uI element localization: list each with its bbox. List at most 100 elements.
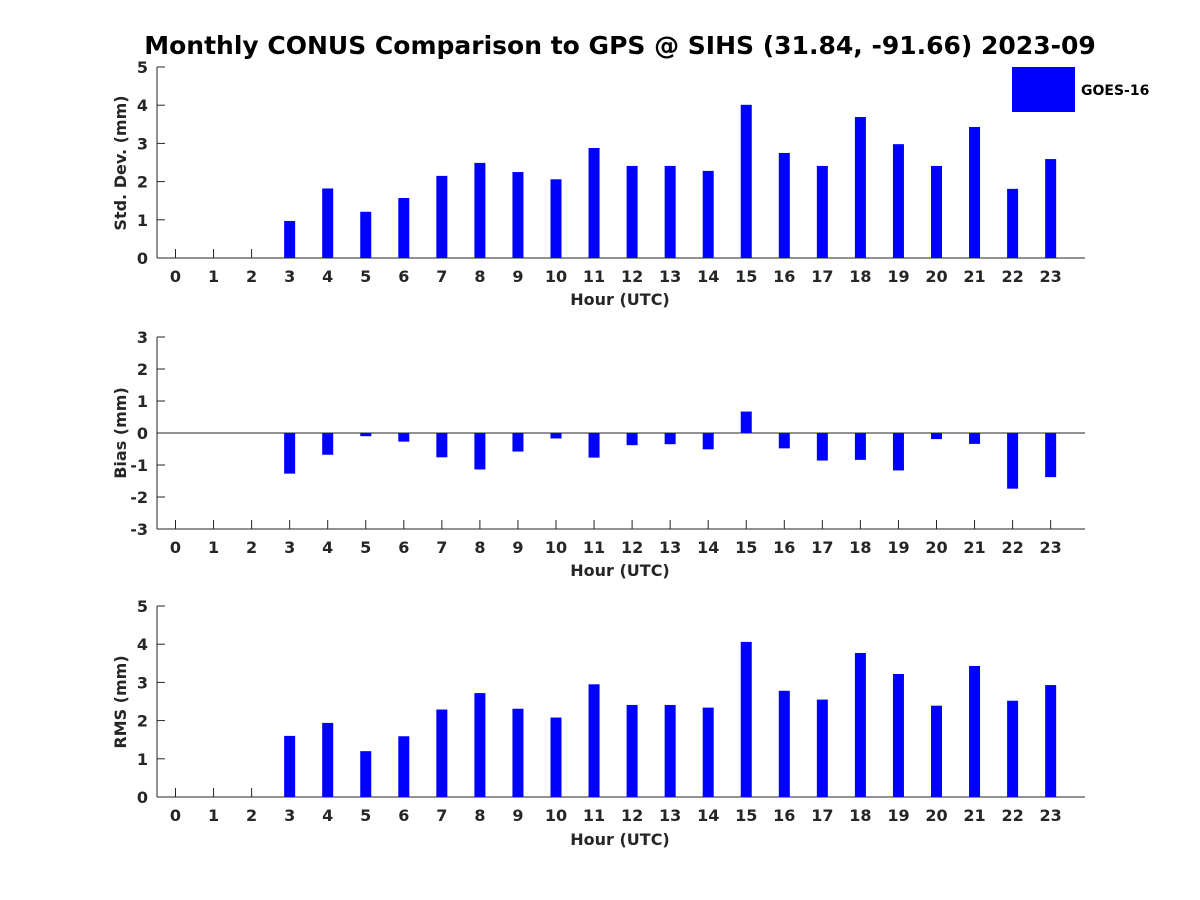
rms-x-tick-label: 4 <box>322 806 333 825</box>
rms-bar-hour-21 <box>969 665 981 797</box>
rms-bar-hour-10 <box>550 717 562 797</box>
bias-bar-hour-6 <box>398 433 410 442</box>
bias-x-tick-label: 19 <box>887 538 909 557</box>
std-dev-bar-hour-3 <box>284 220 296 258</box>
std-dev-y-tick-label: 4 <box>137 96 148 115</box>
bias-y-tick-label: -3 <box>130 520 148 539</box>
std-dev-x-axis-label: Hour (UTC) <box>570 290 670 309</box>
rms-x-axis-label: Hour (UTC) <box>570 830 670 849</box>
legend-label: GOES-16 <box>1081 83 1149 99</box>
bias-bar-hour-11 <box>588 433 600 458</box>
std-dev-x-tick-label: 21 <box>963 267 985 286</box>
bias-x-axis-label: Hour (UTC) <box>570 561 670 580</box>
std-dev-bar-hour-8 <box>474 162 486 258</box>
bias-x-tick-label: 14 <box>697 538 719 557</box>
rms-bar-hour-9 <box>512 708 524 797</box>
bias-bar-hour-5 <box>360 433 372 437</box>
bias-x-tick-label: 3 <box>284 538 295 557</box>
bias-x-tick-label: 18 <box>849 538 871 557</box>
std-dev-bar-hour-10 <box>550 179 562 258</box>
std-dev-bar-hour-16 <box>778 152 790 258</box>
std-dev-x-tick-label: 5 <box>360 267 371 286</box>
std-dev-x-tick-label: 10 <box>545 267 567 286</box>
rms-x-tick-label: 10 <box>545 806 567 825</box>
rms-y-tick-label: 5 <box>137 597 148 616</box>
std-dev-bar-hour-23 <box>1045 159 1057 258</box>
std-dev-bar-hour-15 <box>740 104 752 259</box>
rms-y-tick-label: 2 <box>137 712 148 731</box>
std-dev-x-tick-label: 7 <box>436 267 447 286</box>
std-dev-x-tick-label: 8 <box>474 267 485 286</box>
rms-x-tick-label: 8 <box>474 806 485 825</box>
rms-bar-hour-20 <box>931 705 942 797</box>
std-dev-bar-hour-9 <box>512 172 524 258</box>
std-dev-x-tick-label: 3 <box>284 267 295 286</box>
bias-bar-hour-16 <box>778 433 790 449</box>
bias-bar-hour-12 <box>626 433 638 446</box>
bias-bar-hour-8 <box>474 433 486 470</box>
bias-y-axis-label: Bias (mm) <box>111 387 130 479</box>
bias-x-tick-label: 9 <box>512 538 523 557</box>
std-dev-y-tick-label: 3 <box>137 134 148 153</box>
legend-swatch <box>1012 67 1075 112</box>
rms-x-tick-label: 6 <box>398 806 409 825</box>
bias-bar-hour-10 <box>550 433 562 439</box>
std-dev-x-tick-label: 0 <box>170 267 181 286</box>
rms-bar-hour-11 <box>588 684 600 797</box>
rms-x-tick-label: 23 <box>1040 806 1062 825</box>
std-dev-x-tick-label: 19 <box>887 267 909 286</box>
bias-y-tick-label: 0 <box>137 424 148 443</box>
bias-x-tick-label: 10 <box>545 538 567 557</box>
rms-bar-hour-18 <box>854 652 866 797</box>
rms-x-tick-label: 15 <box>735 806 757 825</box>
rms-x-tick-label: 12 <box>621 806 643 825</box>
bias-bar-hour-21 <box>969 433 981 444</box>
std-dev-y-tick-label: 2 <box>137 173 148 192</box>
std-dev-x-tick-label: 9 <box>512 267 523 286</box>
std-dev-bar-hour-4 <box>322 188 334 258</box>
bias-y-tick-label: 2 <box>137 360 148 379</box>
std-dev-x-tick-label: 15 <box>735 267 757 286</box>
bias-bar-hour-22 <box>1007 433 1019 489</box>
bias-x-tick-label: 16 <box>773 538 795 557</box>
bias-x-tick-label: 22 <box>1001 538 1023 557</box>
std-dev-bar-hour-11 <box>588 147 600 258</box>
bias-y-tick-label: -2 <box>130 488 148 507</box>
bias-bar-hour-13 <box>664 433 676 445</box>
bias-x-tick-label: 1 <box>208 538 219 557</box>
bias-x-tick-label: 4 <box>322 538 333 557</box>
std-dev-y-tick-label: 5 <box>137 58 148 77</box>
bias-bar-hour-19 <box>892 433 904 471</box>
bias-bar-hour-4 <box>322 433 334 455</box>
rms-bar-hour-15 <box>740 641 752 797</box>
rms-bar-hour-4 <box>322 722 334 797</box>
bias-x-tick-label: 2 <box>246 538 257 557</box>
std-dev-bar-hour-22 <box>1007 188 1019 258</box>
rms-bar-hour-7 <box>436 709 448 797</box>
std-dev-bar-hour-21 <box>969 126 981 258</box>
bias-y-tick-label: -1 <box>130 456 148 475</box>
rms-bar-hour-17 <box>816 699 828 797</box>
rms-y-axis-label: RMS (mm) <box>111 655 130 748</box>
rms-x-tick-label: 14 <box>697 806 719 825</box>
std-dev-x-tick-label: 13 <box>659 267 681 286</box>
std-dev-x-tick-label: 18 <box>849 267 871 286</box>
std-dev-bar-hour-6 <box>398 198 410 258</box>
std-dev-y-tick-label: 1 <box>137 211 148 230</box>
legend: GOES-16 <box>1012 67 1149 112</box>
bias-x-tick-label: 8 <box>474 538 485 557</box>
bias-bar-hour-3 <box>284 433 296 474</box>
std-dev-x-tick-label: 12 <box>621 267 643 286</box>
rms-bar-hour-22 <box>1007 700 1019 797</box>
bias-x-tick-label: 5 <box>360 538 371 557</box>
std-dev-bar-hour-13 <box>664 165 676 258</box>
rms-bar-hour-14 <box>702 707 714 797</box>
bias-bar-hour-7 <box>436 433 448 458</box>
bias-x-tick-label: 0 <box>170 538 181 557</box>
bias-x-tick-label: 12 <box>621 538 643 557</box>
bias-bar-hour-14 <box>702 433 714 450</box>
std-dev-bar-hour-12 <box>626 165 638 258</box>
rms-x-tick-label: 19 <box>887 806 909 825</box>
